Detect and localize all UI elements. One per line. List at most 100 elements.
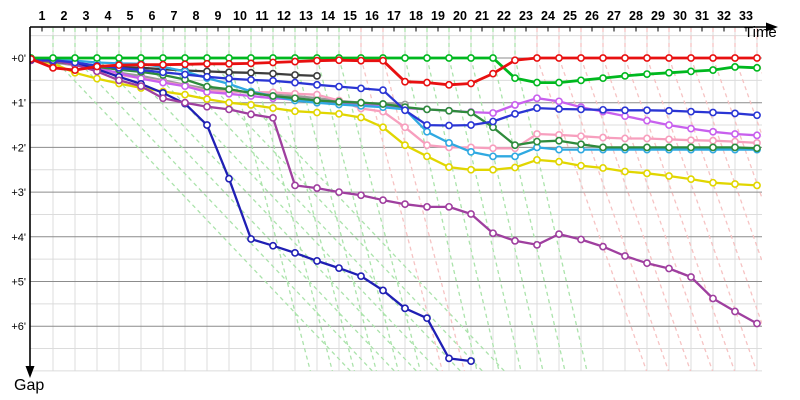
data-point-red (643, 54, 651, 62)
x-axis-title: Time (744, 24, 777, 41)
data-point-green (423, 54, 431, 62)
data-point-purple (731, 307, 739, 316)
data-point-green (599, 74, 607, 83)
data-point-blue (269, 76, 277, 85)
data-point-red (49, 63, 57, 72)
x-tick-label: 32 (717, 9, 731, 23)
data-point-red (599, 54, 607, 62)
data-point-green (621, 71, 629, 80)
data-point-yellow (555, 157, 563, 166)
x-tick-label: 6 (149, 9, 156, 23)
data-point-teal (203, 82, 211, 91)
data-point-blue (687, 107, 695, 116)
data-point-teal (709, 143, 717, 152)
x-tick-label: 1 (39, 9, 46, 23)
data-point-green (731, 63, 739, 71)
series-line-red (30, 54, 761, 89)
data-point-red (115, 61, 123, 70)
x-tick-label: 12 (277, 9, 291, 23)
data-point-purple (753, 319, 761, 328)
data-point-purple (401, 200, 409, 209)
x-tick-label: 16 (365, 9, 379, 23)
x-tick-label: 24 (541, 9, 555, 23)
data-point-teal (687, 143, 695, 152)
data-point-yellow (599, 164, 607, 172)
x-tick-label: 33 (739, 9, 753, 23)
data-point-green (159, 54, 167, 62)
data-point-red (401, 77, 409, 86)
data-point-purple (577, 235, 585, 244)
data-point-cyan (423, 127, 431, 136)
data-point-yellow (93, 74, 101, 83)
data-point-green (511, 74, 519, 83)
data-point-teal (423, 105, 431, 114)
y-tick-labels: +0' +1' +2' +3' +4' +5' +6' (11, 53, 26, 333)
data-point-red (665, 54, 673, 62)
data-point-yellow (357, 113, 365, 122)
data-point-cyan (511, 152, 519, 161)
data-point-teal (533, 137, 541, 146)
data-point-blue (621, 106, 629, 115)
data-point-red (555, 54, 563, 62)
data-point-yellow (687, 175, 695, 184)
data-point-green (137, 54, 145, 62)
data-point-violet (533, 94, 541, 103)
data-point-purple (533, 240, 541, 249)
data-point-navy (445, 354, 453, 363)
data-point-violet (511, 101, 519, 109)
y-axis-title: Gap (14, 377, 45, 394)
data-point-red (423, 78, 431, 87)
x-tick-label: 13 (299, 9, 313, 23)
data-point-violet (181, 82, 189, 91)
data-point-teal (731, 143, 739, 152)
data-point-teal (753, 144, 761, 153)
data-point-pink (687, 136, 695, 145)
y-axis (25, 27, 35, 378)
data-point-teal (599, 143, 607, 152)
data-point-yellow (489, 165, 497, 174)
y-axis-arrow-icon (25, 366, 35, 378)
data-point-navy (467, 357, 475, 365)
x-tick-label: 14 (321, 9, 335, 23)
x-tick-label: 3 (83, 9, 90, 23)
data-point-red (357, 56, 365, 65)
data-point-blue (577, 105, 585, 114)
data-point-blue (533, 104, 541, 112)
data-point-purple (137, 82, 145, 91)
data-point-navy (247, 235, 255, 243)
data-point-red (577, 54, 585, 62)
data-point-navy (269, 241, 277, 250)
data-point-red (379, 56, 387, 65)
data-point-yellow (731, 180, 739, 188)
data-point-violet (159, 78, 167, 87)
data-point-red (467, 79, 475, 88)
data-point-blue (335, 82, 343, 91)
x-tick-label: 15 (343, 9, 357, 23)
data-point-blue (159, 68, 167, 77)
data-point-yellow (335, 109, 343, 118)
data-point-blue (401, 106, 409, 115)
data-point-blue (511, 109, 519, 118)
series-line-blue (30, 55, 761, 130)
data-point-red (93, 62, 101, 71)
data-point-teal (269, 92, 277, 100)
data-point-red (137, 60, 145, 69)
data-point-cyan (489, 152, 497, 161)
data-point-green (467, 54, 475, 62)
x-tick-label: 31 (695, 9, 709, 23)
data-point-violet (489, 109, 497, 117)
data-point-purple (335, 188, 343, 196)
data-point-violet (731, 130, 739, 138)
data-point-red (533, 54, 541, 62)
data-point-pink (643, 134, 651, 143)
data-point-yellow (511, 163, 519, 172)
data-point-teal (577, 140, 585, 149)
data-point-blue (555, 105, 563, 113)
x-tick-label: 20 (453, 9, 467, 23)
x-tick-label: 28 (629, 9, 643, 23)
data-point-teal (247, 88, 255, 97)
data-point-green (533, 78, 541, 87)
data-point-teal (379, 100, 387, 108)
data-point-purple (181, 98, 189, 107)
x-tick-label: 29 (651, 9, 665, 23)
